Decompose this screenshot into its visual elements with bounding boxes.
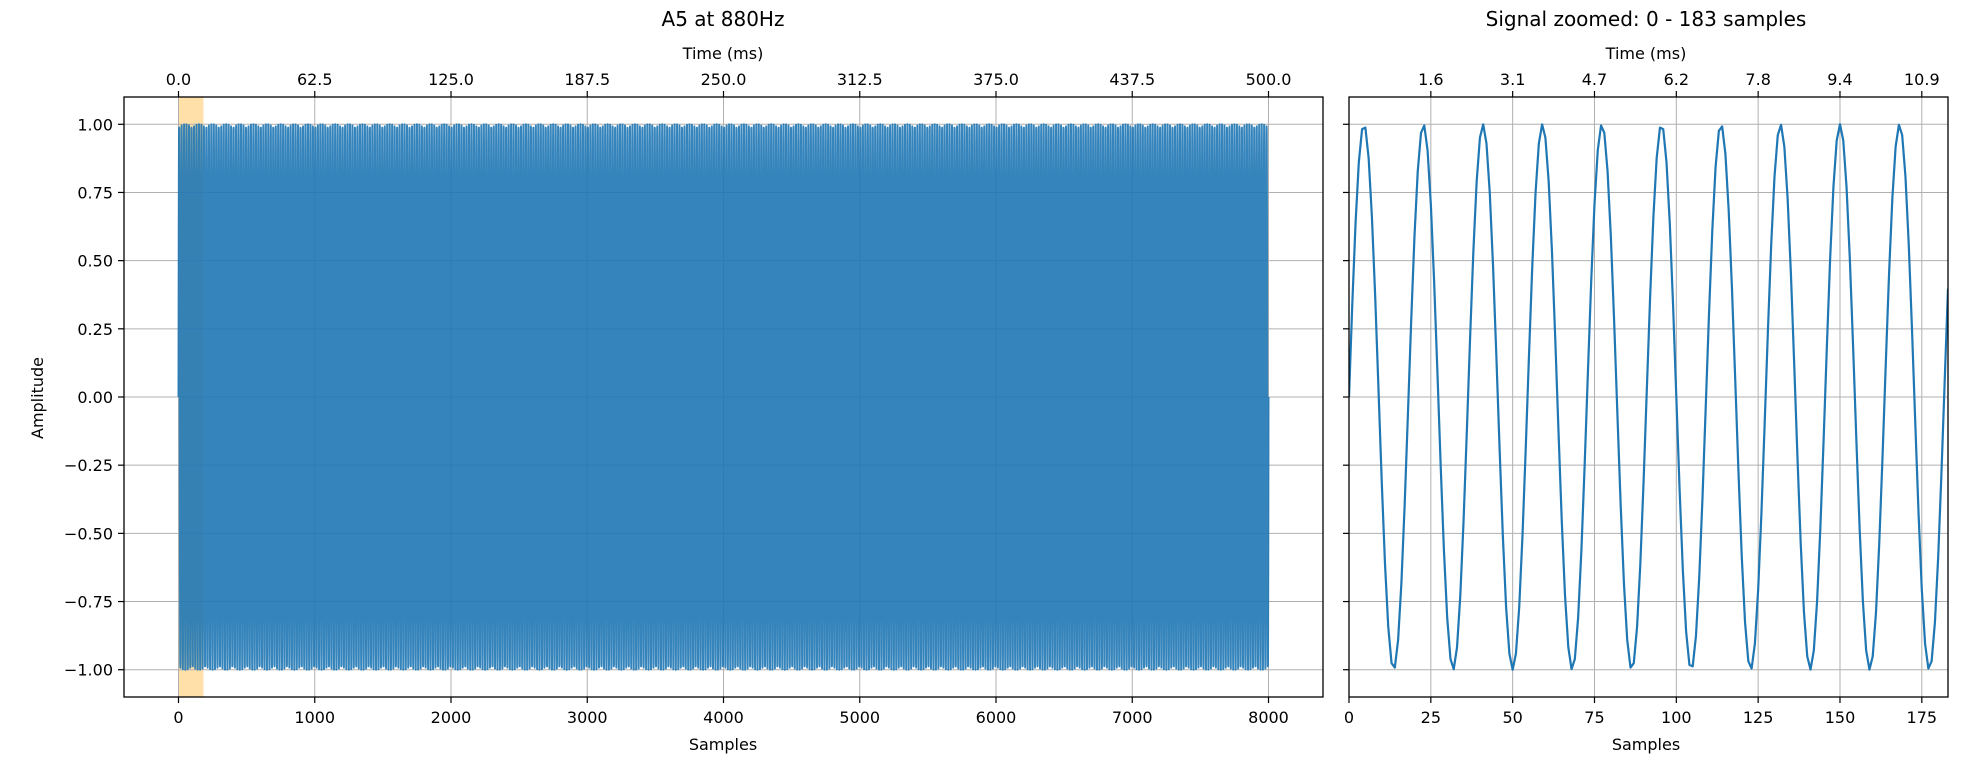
y-tick-label: 0.75 xyxy=(77,183,113,202)
x-tick-label: 3000 xyxy=(567,708,608,727)
top-tick-label: 437.5 xyxy=(1109,70,1155,89)
x-tick-label: 0 xyxy=(1344,708,1354,727)
main-chart-title: A5 at 880Hz xyxy=(662,7,785,31)
top-tick-label: 187.5 xyxy=(564,70,610,89)
zoomed-chart-top-axis-label: Time (ms) xyxy=(1605,44,1687,63)
zoomed-chart-x-axis-label: Samples xyxy=(1612,735,1680,754)
x-tick-label: 1000 xyxy=(294,708,335,727)
main-chart-top-ticks: 0.0 62.5 125.0 187.5 250.0 312.5 375.0 437.5 500… xyxy=(166,70,1292,97)
x-tick-label: 125 xyxy=(1743,708,1774,727)
y-tick-label: 1.00 xyxy=(77,115,113,134)
x-tick-label: 25 xyxy=(1421,708,1441,727)
signal-series-line xyxy=(1349,123,1948,671)
x-tick-label: 8000 xyxy=(1248,708,1289,727)
top-tick-label: 1.6 xyxy=(1418,70,1443,89)
top-tick-label: 0.0 xyxy=(166,70,191,89)
top-tick-label: 7.8 xyxy=(1745,70,1770,89)
x-tick-label: 75 xyxy=(1584,708,1604,727)
x-tick-label: 2000 xyxy=(431,708,472,727)
y-tick-label: −0.50 xyxy=(64,524,113,543)
top-tick-label: 250.0 xyxy=(701,70,747,89)
x-tick-label: 4000 xyxy=(703,708,744,727)
top-tick-label: 375.0 xyxy=(973,70,1019,89)
y-tick-label: −1.00 xyxy=(64,661,113,680)
top-tick-label: 10.9 xyxy=(1904,70,1940,89)
top-tick-label: 312.5 xyxy=(837,70,883,89)
y-tick-label: 0.25 xyxy=(77,320,113,339)
top-tick-label: 6.2 xyxy=(1664,70,1689,89)
top-tick-label: 9.4 xyxy=(1827,70,1852,89)
x-tick-label: 7000 xyxy=(1112,708,1153,727)
x-tick-label: 0 xyxy=(173,708,183,727)
x-tick-label: 175 xyxy=(1907,708,1938,727)
x-tick-label: 50 xyxy=(1502,708,1522,727)
y-tick-label: −0.25 xyxy=(64,456,113,475)
main-chart-x-axis-label: Samples xyxy=(689,735,757,754)
y-tick-label: 0.00 xyxy=(77,388,113,407)
y-tick-label: 0.50 xyxy=(77,252,113,271)
x-tick-label: 100 xyxy=(1661,708,1692,727)
zoomed-chart-top-ticks: 1.6 3.1 4.7 6.2 7.8 9.4 10.9 xyxy=(1418,70,1940,97)
x-tick-label: 6000 xyxy=(976,708,1017,727)
signal-series-line xyxy=(177,123,1270,671)
zoomed-chart-plot-area: 0 25 50 75 100 125 150 175 xyxy=(1343,96,1949,727)
zoomed-chart-title: Signal zoomed: 0 - 183 samples xyxy=(1486,7,1807,31)
top-tick-label: 62.5 xyxy=(297,70,333,89)
top-tick-label: 3.1 xyxy=(1500,70,1525,89)
main-chart-plot-area: 0 1000 2000 3000 4000 5000 6000 7000 8000 1.00 0.7… xyxy=(64,96,1324,727)
top-tick-label: 125.0 xyxy=(428,70,474,89)
main-signal-chart: A5 at 880Hz Time (ms) 0.0 62.5 125.0 187.5 2… xyxy=(28,7,1324,754)
x-tick-label: 150 xyxy=(1825,708,1856,727)
main-chart-top-axis-label: Time (ms) xyxy=(682,44,764,63)
x-tick-label: 5000 xyxy=(839,708,880,727)
top-tick-label: 4.7 xyxy=(1582,70,1607,89)
y-tick-label: −0.75 xyxy=(64,593,113,612)
zoomed-signal-chart: Signal zoomed: 0 - 183 samples Time (ms)… xyxy=(1343,7,1949,754)
top-tick-label: 500.0 xyxy=(1246,70,1292,89)
main-chart-y-axis-label: Amplitude xyxy=(28,357,47,439)
